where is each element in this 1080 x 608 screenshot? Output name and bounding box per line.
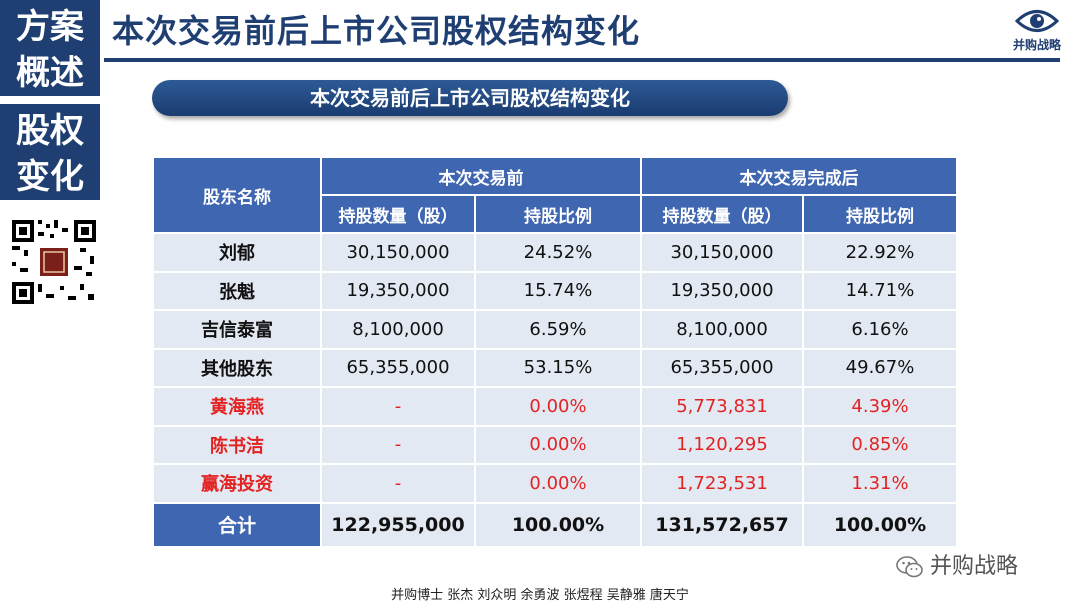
- total-label: 合计: [152, 501, 322, 548]
- ratio-before: 6.59%: [474, 309, 642, 350]
- watermark-text: 并购战略: [930, 554, 1019, 579]
- col-header-shares-after: 持股数量（股）: [640, 194, 804, 234]
- ratio-before: 0.00%: [474, 386, 642, 427]
- page-title: 本次交易前后上市公司股权结构变化: [112, 12, 641, 50]
- brand-logo: 并购战略: [1008, 8, 1066, 62]
- shareholder-name: 黄海燕: [152, 386, 322, 427]
- total-ratio-before: 100.00%: [474, 501, 642, 548]
- sidebar-line: 变化: [16, 157, 84, 197]
- sidebar-block-overview: 方案 概述: [0, 0, 100, 96]
- table-row: 刘郁 30,150,000 24.52% 30,150,000 22.92%: [152, 232, 958, 273]
- total-ratio-after: 100.00%: [802, 501, 958, 548]
- shares-after: 8,100,000: [640, 309, 804, 350]
- sidebar-block-equity: 股权 变化: [0, 104, 100, 200]
- total-shares-after: 131,572,657: [640, 501, 804, 548]
- title-divider: [104, 58, 1060, 62]
- shares-before: 19,350,000: [320, 270, 476, 311]
- col-header-shares-before: 持股数量（股）: [320, 194, 476, 234]
- shares-after: 1,120,295: [640, 424, 804, 465]
- total-shares-before: 122,955,000: [320, 501, 476, 548]
- ratio-after: 4.39%: [802, 386, 958, 427]
- ratio-before: 24.52%: [474, 232, 642, 273]
- col-header-name: 股东名称: [152, 156, 322, 234]
- ratio-after: 6.16%: [802, 309, 958, 350]
- shares-after: 19,350,000: [640, 270, 804, 311]
- shareholder-name: 赢海投资: [152, 463, 322, 504]
- sidebar-line: 概述: [16, 53, 84, 93]
- sidebar-line: 方案: [16, 7, 84, 47]
- ratio-after: 22.92%: [802, 232, 958, 273]
- ratio-before: 0.00%: [474, 424, 642, 465]
- sidebar-line: 股权: [16, 111, 84, 151]
- ratio-after: 49.67%: [802, 347, 958, 388]
- shares-before: 8,100,000: [320, 309, 476, 350]
- shares-before: -: [320, 424, 476, 465]
- table-row: 黄海燕 - 0.00% 5,773,831 4.39%: [152, 386, 958, 427]
- watermark: 并购战略: [896, 548, 1018, 580]
- shareholder-name: 其他股东: [152, 347, 322, 388]
- shares-after: 65,355,000: [640, 347, 804, 388]
- table-row: 张魁 19,350,000 15.74% 19,350,000 14.71%: [152, 270, 958, 311]
- ratio-before: 15.74%: [474, 270, 642, 311]
- shares-after: 30,150,000: [640, 232, 804, 273]
- table-row: 其他股东 65,355,000 53.15% 65,355,000 49.67%: [152, 347, 958, 388]
- group-header-after: 本次交易完成后: [640, 156, 958, 196]
- table-row: 陈书洁 - 0.00% 1,120,295 0.85%: [152, 424, 958, 465]
- col-header-ratio-before: 持股比例: [474, 194, 642, 234]
- qr-code-icon: [10, 218, 98, 306]
- shares-before: -: [320, 463, 476, 504]
- ratio-before: 53.15%: [474, 347, 642, 388]
- eye-icon: [1015, 10, 1059, 32]
- ratio-after: 0.85%: [802, 424, 958, 465]
- wechat-icon: [896, 556, 923, 578]
- ratio-after: 1.31%: [802, 463, 958, 504]
- shares-after: 5,773,831: [640, 386, 804, 427]
- shareholder-name: 张魁: [152, 270, 322, 311]
- col-header-ratio-after: 持股比例: [802, 194, 958, 234]
- logo-text: 并购战略: [1012, 38, 1061, 52]
- table-row: 赢海投资 - 0.00% 1,723,531 1.31%: [152, 463, 958, 504]
- group-header-before: 本次交易前: [320, 156, 642, 196]
- shares-before: -: [320, 386, 476, 427]
- section-title: 本次交易前后上市公司股权结构变化: [152, 80, 788, 116]
- footer-credits: 并购博士 张杰 刘众明 余勇波 张煜程 吴静雅 唐天宁: [391, 588, 689, 603]
- ratio-after: 14.71%: [802, 270, 958, 311]
- ratio-before: 0.00%: [474, 463, 642, 504]
- shareholder-name: 吉信泰富: [152, 309, 322, 350]
- shares-after: 1,723,531: [640, 463, 804, 504]
- shareholder-name: 刘郁: [152, 232, 322, 273]
- shares-before: 65,355,000: [320, 347, 476, 388]
- shareholder-name: 陈书洁: [152, 424, 322, 465]
- total-row: 合计 122,955,000 100.00% 131,572,657 100.0…: [152, 501, 958, 548]
- table-row: 吉信泰富 8,100,000 6.59% 8,100,000 6.16%: [152, 309, 958, 350]
- shareholding-table: 股东名称 本次交易前 本次交易完成后 持股数量（股） 持股比例 持股数量（股） …: [152, 156, 958, 548]
- shares-before: 30,150,000: [320, 232, 476, 273]
